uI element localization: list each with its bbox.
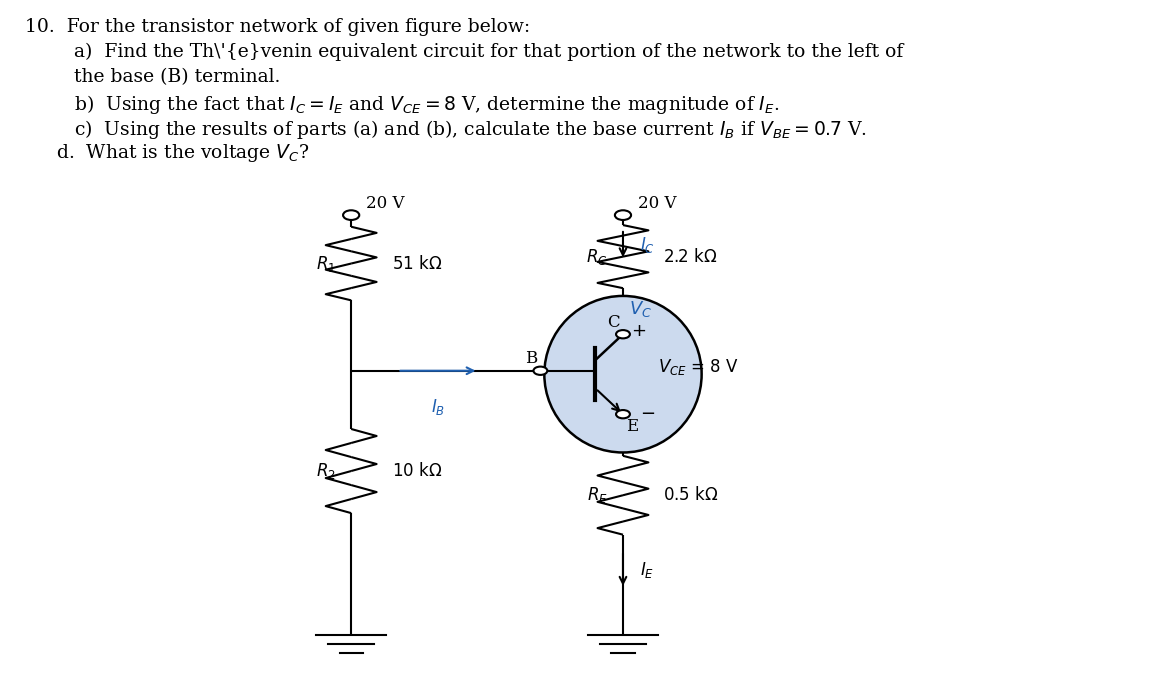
Ellipse shape: [544, 296, 701, 452]
Circle shape: [616, 330, 630, 338]
Text: B: B: [524, 350, 537, 368]
Text: $I_E$: $I_E$: [641, 559, 655, 580]
Text: +: +: [631, 322, 647, 340]
Text: 0.5 k$\Omega$: 0.5 k$\Omega$: [663, 486, 719, 504]
Text: a)  Find the Th\'{e}venin equivalent circuit for that portion of the network to : a) Find the Th\'{e}venin equivalent circ…: [73, 43, 903, 61]
Text: 10 k$\Omega$: 10 k$\Omega$: [391, 462, 442, 480]
Text: E: E: [627, 418, 638, 435]
Text: $R_C$: $R_C$: [586, 246, 608, 267]
Text: $R_1$: $R_1$: [316, 253, 337, 274]
Text: 20 V: 20 V: [366, 195, 404, 211]
Circle shape: [615, 210, 631, 220]
Text: $V_{CE}$ = 8 V: $V_{CE}$ = 8 V: [658, 357, 739, 377]
Text: 2.2 k$\Omega$: 2.2 k$\Omega$: [663, 248, 718, 265]
Text: d.  What is the voltage $V_C$?: d. What is the voltage $V_C$?: [56, 143, 310, 164]
Text: b)  Using the fact that $I_C = I_E$ and $V_{CE} = 8$ V, determine the magnitude : b) Using the fact that $I_C = I_E$ and $…: [73, 92, 779, 116]
Circle shape: [616, 410, 630, 419]
Text: c)  Using the results of parts (a) and (b), calculate the base current $I_B$ if : c) Using the results of parts (a) and (b…: [73, 118, 867, 141]
Text: 51 k$\Omega$: 51 k$\Omega$: [391, 255, 442, 272]
Text: $R_E$: $R_E$: [587, 485, 608, 505]
Circle shape: [343, 210, 359, 220]
Text: C: C: [607, 314, 620, 331]
Text: $R_2$: $R_2$: [317, 461, 337, 481]
Text: $I_C$: $I_C$: [641, 234, 656, 255]
Text: 20 V: 20 V: [638, 195, 677, 211]
Text: the base (B) terminal.: the base (B) terminal.: [73, 68, 280, 86]
Circle shape: [534, 367, 548, 375]
Text: $I_B$: $I_B$: [431, 397, 445, 417]
Text: $V_C$: $V_C$: [629, 299, 652, 319]
Text: 10.  For the transistor network of given figure below:: 10. For the transistor network of given …: [24, 18, 530, 36]
Text: −: −: [641, 405, 656, 424]
